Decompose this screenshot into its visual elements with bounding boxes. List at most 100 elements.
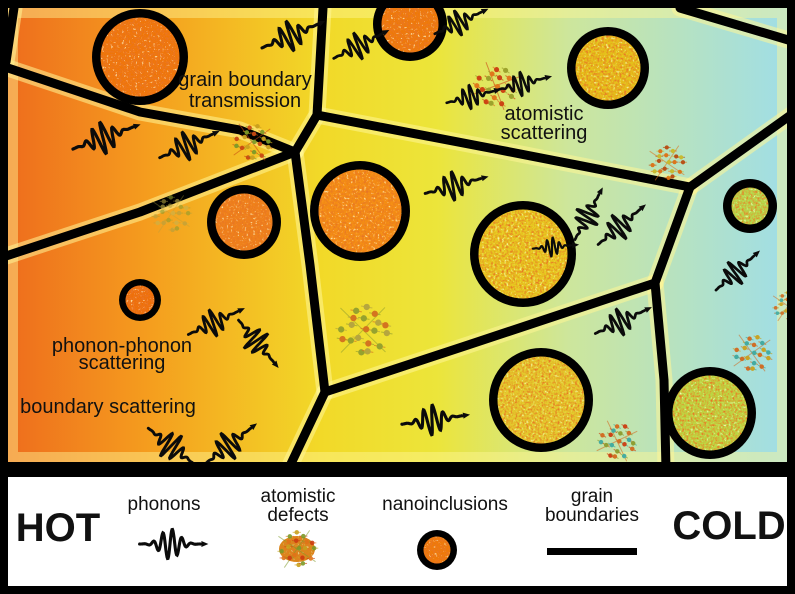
defect-atom [621, 453, 627, 459]
grain-boundary-line [650, 182, 695, 288]
defect-atom [255, 124, 260, 129]
defect-atom [281, 555, 286, 561]
nanoinclusion [723, 179, 777, 233]
defect-atom [629, 446, 635, 452]
phonon-wave-packet [71, 120, 141, 156]
phonon-arrowhead [381, 30, 390, 36]
phonon-arrowhead [462, 412, 471, 419]
defect-atom [759, 364, 764, 369]
defect-atom [242, 134, 247, 140]
grain-boundary-line [0, 147, 300, 263]
defect-atom [245, 144, 250, 150]
phonon-wave-packet [593, 307, 652, 337]
defect-atom [161, 199, 167, 204]
defect-atom [508, 93, 514, 99]
defect-atom [360, 315, 367, 322]
defect-atom [614, 424, 620, 429]
defect-atom [612, 454, 618, 459]
defect-atom [598, 439, 604, 445]
defect-atom [244, 130, 250, 135]
defect-atom [658, 149, 663, 154]
phonon-wave-packet [496, 70, 553, 98]
main-legend-divider [0, 462, 795, 477]
defect-atom [662, 166, 667, 171]
defect-atom [353, 307, 360, 314]
defect-atom [506, 75, 512, 81]
defect-atom [266, 144, 271, 150]
defect-atom [766, 350, 771, 355]
defect-atom [339, 335, 346, 343]
nanoinclusion [119, 279, 161, 321]
defect-atom [347, 337, 354, 344]
defect-atom [300, 555, 305, 561]
phonon-arrowhead [212, 131, 220, 137]
phonon-wave [593, 307, 647, 337]
legend-icons [138, 527, 457, 570]
legend-atomistic-defects-label-2: defects [267, 505, 328, 526]
annotations-layer: grain boundary transmission atomistic sc… [20, 69, 587, 418]
defect-atom [489, 71, 495, 77]
defect-atom [234, 143, 239, 149]
defect-atom [750, 366, 755, 371]
grain-boundary-line [290, 147, 330, 397]
legend: HOT COLD phonons atomistic defects nanoi… [8, 477, 787, 586]
phonon-wave [186, 308, 240, 338]
phonon-wave-packet [203, 423, 257, 466]
defect-atom [611, 428, 616, 433]
defect-atom [161, 220, 166, 226]
atomistic-defect [335, 303, 393, 356]
defect-atom [170, 227, 175, 233]
defect-atom [615, 449, 620, 454]
defect-atom [259, 153, 264, 158]
defect-atom [760, 340, 765, 346]
defect-atom [495, 83, 501, 90]
defect-atom [293, 538, 299, 543]
defect-atom [362, 326, 370, 333]
defect-atom [766, 355, 771, 361]
legend-grain-boundaries-label-1: grain [571, 486, 613, 507]
defect-atom [383, 329, 390, 337]
defect-atom [185, 210, 191, 216]
frame-left [0, 0, 8, 594]
defect-atom [239, 145, 245, 151]
nanoinclusion [470, 201, 576, 307]
frame-top [0, 0, 795, 8]
phonon-arrowhead [317, 20, 326, 27]
defect-atom [294, 530, 300, 535]
defect-atom [485, 75, 492, 81]
nanoinclusions-layer [92, 0, 777, 459]
phonon-wave [596, 208, 642, 246]
legend-cold-label: COLD [672, 504, 785, 548]
defect-atom [608, 432, 613, 438]
defect-atom [734, 354, 739, 360]
defect-atom [503, 67, 509, 73]
phonon-wave [496, 70, 546, 98]
nanoinclusion-core [672, 375, 748, 451]
defect-atom [664, 145, 669, 150]
defect-atom [742, 345, 747, 351]
defect-atom [626, 437, 632, 443]
label-grain-boundary-transmission-2: transmission [189, 90, 301, 112]
nanoinclusion [664, 367, 756, 459]
nanoinclusion-core [478, 209, 568, 299]
defect-atom [155, 220, 160, 226]
defect-atom [365, 340, 372, 347]
legend-grain-boundary-line-icon [547, 548, 637, 555]
defect-atom [775, 311, 780, 315]
defect-atom [371, 310, 378, 317]
defect-atom [279, 549, 284, 554]
defect-atom [618, 431, 623, 436]
nanoinclusion-core [215, 193, 273, 251]
label-atomistic-scattering-2: scattering [501, 122, 588, 144]
defect-atom [600, 433, 605, 438]
defect-atom [630, 441, 636, 446]
defect-atom [664, 153, 669, 158]
defect-atom [780, 294, 785, 298]
frame-right [787, 0, 795, 594]
phonon-wave [332, 31, 384, 61]
defect-atom [376, 343, 383, 350]
phonon-arrowhead [480, 8, 489, 15]
phonon-arrowhead [752, 250, 760, 258]
